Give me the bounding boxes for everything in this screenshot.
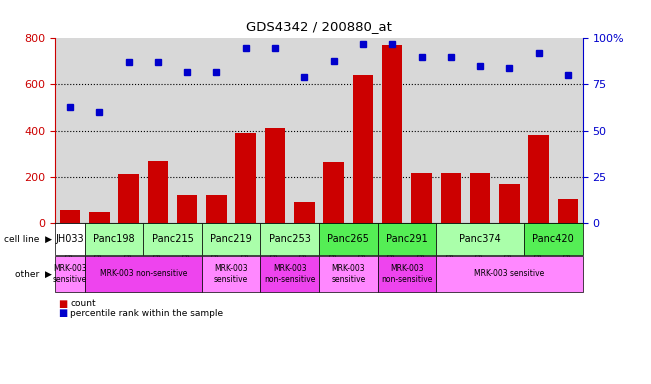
Bar [177,195,197,223]
Bar [348,38,378,223]
Bar [524,38,553,223]
Text: ■: ■ [59,299,68,309]
Bar [143,38,173,223]
Bar [85,38,114,223]
Bar [114,38,143,223]
Bar [290,38,319,223]
Text: Panc198: Panc198 [93,234,135,244]
Text: MRK-003 sensitive: MRK-003 sensitive [475,270,544,278]
Bar [236,133,256,223]
Text: MRK-003
non-sensitive: MRK-003 non-sensitive [381,264,432,284]
Bar [148,161,168,223]
Bar [529,135,549,223]
Bar [319,38,348,223]
Bar [260,38,290,223]
Bar [499,184,519,223]
Text: Panc215: Panc215 [152,234,193,244]
Text: cell line  ▶: cell line ▶ [4,235,52,244]
Bar [353,75,373,223]
Bar [411,173,432,223]
Bar [265,128,285,223]
Text: GDS4342 / 200880_at: GDS4342 / 200880_at [246,20,392,33]
Bar [436,38,465,223]
Bar [558,199,578,223]
Text: other  ▶: other ▶ [15,270,52,278]
Text: Panc265: Panc265 [327,234,369,244]
Bar [202,38,231,223]
Text: MRK-003
sensitive: MRK-003 sensitive [214,264,248,284]
Text: Panc374: Panc374 [459,234,501,244]
Text: Panc291: Panc291 [386,234,428,244]
Bar [553,38,583,223]
Bar [60,210,80,223]
Bar [382,45,402,223]
Text: MRK-003
non-sensitive: MRK-003 non-sensitive [264,264,315,284]
Bar [55,38,85,223]
Text: ■: ■ [59,308,68,318]
Bar [378,38,407,223]
Bar [206,195,227,223]
Bar [465,38,495,223]
Text: MRK-003 non-sensitive: MRK-003 non-sensitive [100,270,187,278]
Text: MRK-003
sensitive: MRK-003 sensitive [331,264,365,284]
Text: MRK-003
sensitive: MRK-003 sensitive [53,264,87,284]
Bar [231,38,260,223]
Text: JH033: JH033 [56,234,84,244]
Bar [89,212,109,223]
Text: Panc219: Panc219 [210,234,252,244]
Bar [118,174,139,223]
Text: count: count [70,299,96,308]
Text: Panc253: Panc253 [269,234,311,244]
Bar [324,162,344,223]
Text: percentile rank within the sample: percentile rank within the sample [70,309,223,318]
Text: Panc420: Panc420 [533,234,574,244]
Bar [470,173,490,223]
Bar [441,173,461,223]
Bar [294,202,314,223]
Bar [173,38,202,223]
Bar [407,38,436,223]
Bar [495,38,524,223]
